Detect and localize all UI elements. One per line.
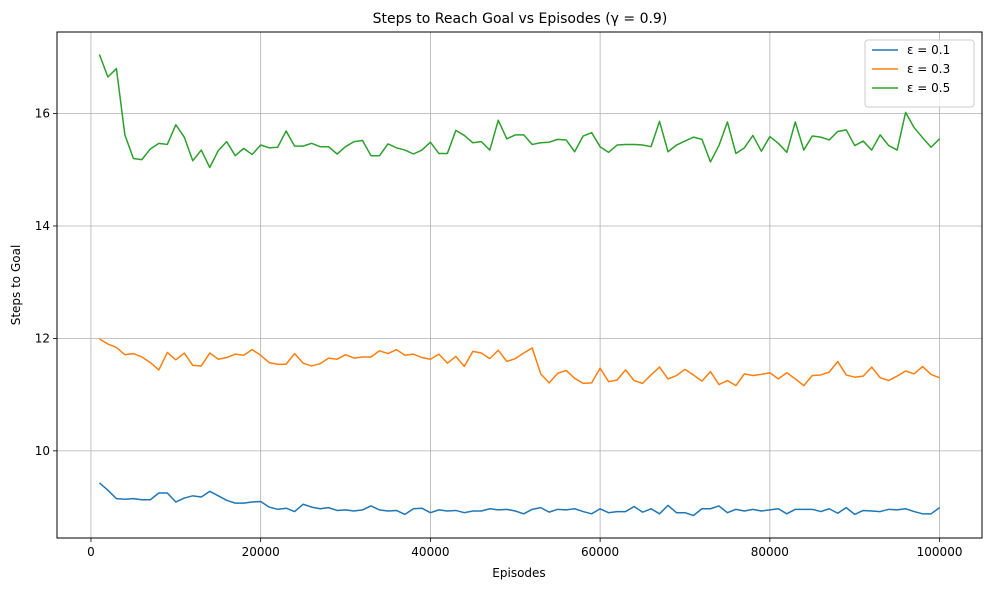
y-tick-label: 16 xyxy=(35,107,50,121)
x-tick-label: 0 xyxy=(87,545,95,559)
series-lines xyxy=(98,54,941,517)
legend-label: ε = 0.5 xyxy=(907,81,950,95)
legend-label: ε = 0.3 xyxy=(907,62,950,76)
series-line-0 xyxy=(98,482,941,517)
x-tick-label: 60000 xyxy=(581,545,619,559)
chart-title: Steps to Reach Goal vs Episodes (γ = 0.9… xyxy=(373,11,668,27)
x-tick-label: 100000 xyxy=(917,545,963,559)
series-line-2 xyxy=(98,54,941,169)
x-tick-label: 40000 xyxy=(411,545,449,559)
legend-box xyxy=(864,39,975,108)
y-tick-label: 14 xyxy=(35,219,50,233)
y-axis-label: Steps to Goal xyxy=(9,245,23,326)
x-axis-ticks: 0 20000 40000 60000 80000 100000 xyxy=(87,538,962,559)
plot-area-frame xyxy=(56,31,983,539)
x-tick-label: 80000 xyxy=(751,545,789,559)
y-axis-ticks: 10 12 14 16 xyxy=(35,107,57,458)
legend-label: ε = 0.1 xyxy=(907,43,950,57)
series-line-1 xyxy=(99,338,940,387)
y-tick-label: 10 xyxy=(35,444,50,458)
grid xyxy=(57,32,982,538)
x-axis-label: Episodes xyxy=(492,566,545,580)
legend: ε = 0.1 ε = 0.3 ε = 0.5 xyxy=(864,39,975,108)
y-tick-label: 12 xyxy=(35,331,50,345)
x-tick-label: 20000 xyxy=(242,545,280,559)
